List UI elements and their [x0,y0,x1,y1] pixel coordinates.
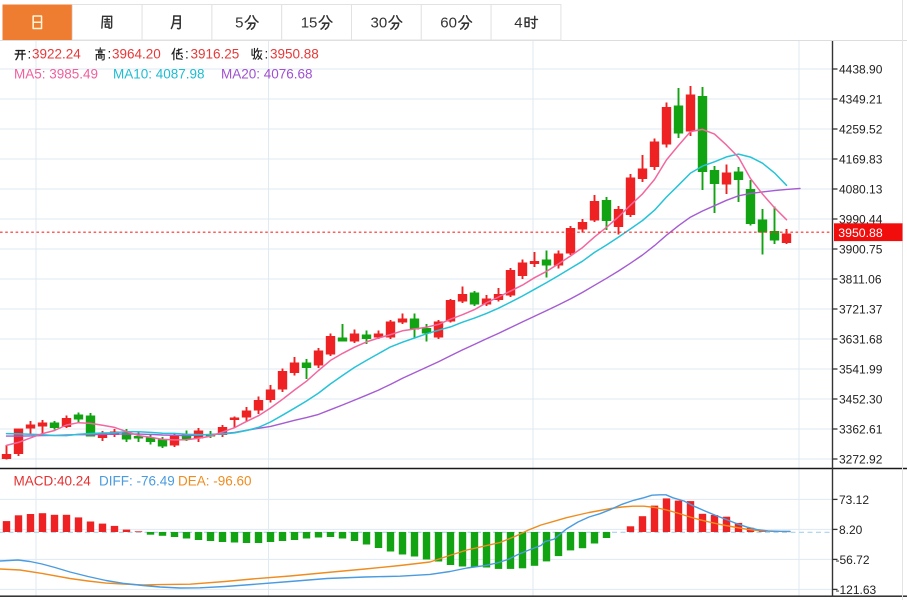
svg-text:3811.06: 3811.06 [839,273,882,287]
svg-text:3541.99: 3541.99 [839,363,883,377]
svg-text::: : [108,47,112,62]
svg-text::: : [28,47,32,62]
svg-text:4169.83: 4169.83 [839,153,883,167]
svg-text:30: 30 [371,15,388,32]
svg-text::: : [265,47,269,62]
svg-text:3950.88: 3950.88 [270,47,319,62]
svg-text:MA5: 3985.49: MA5: 3985.49 [14,67,98,82]
svg-text:4: 4 [514,15,522,32]
svg-text:MA10: 4087.98: MA10: 4087.98 [113,67,205,82]
svg-text:4438.90: 4438.90 [839,63,883,77]
svg-text:3916.25: 3916.25 [191,47,240,62]
svg-text:3964.20: 3964.20 [112,47,161,62]
svg-text:MACD:40.24: MACD:40.24 [14,474,92,489]
svg-text:-56.72: -56.72 [836,553,870,567]
svg-text::: : [185,47,189,62]
svg-text:3990.44: 3990.44 [839,213,883,227]
svg-text:60: 60 [440,15,457,32]
svg-text:-121.63: -121.63 [836,583,877,597]
svg-text:3900.75: 3900.75 [839,243,883,257]
svg-text:73.12: 73.12 [839,493,869,507]
svg-text:MA20: 4076.68: MA20: 4076.68 [221,67,313,82]
svg-text:8.20: 8.20 [839,523,863,537]
svg-text:3950.88: 3950.88 [838,226,883,240]
svg-text:4259.52: 4259.52 [839,123,883,137]
svg-text:4080.13: 4080.13 [839,183,883,197]
svg-text:3631.68: 3631.68 [839,333,883,347]
svg-text:3272.92: 3272.92 [839,453,883,467]
svg-text:15: 15 [301,15,318,32]
svg-text:3452.30: 3452.30 [839,393,883,407]
svg-text:5: 5 [235,15,243,32]
svg-text:DIFF: -76.49: DIFF: -76.49 [99,474,175,489]
svg-text:3721.37: 3721.37 [839,303,883,317]
svg-text:3922.24: 3922.24 [32,47,81,62]
svg-text:3362.61: 3362.61 [839,423,883,437]
svg-text:4349.21: 4349.21 [839,93,883,107]
svg-text:DEA: -96.60: DEA: -96.60 [178,474,252,489]
